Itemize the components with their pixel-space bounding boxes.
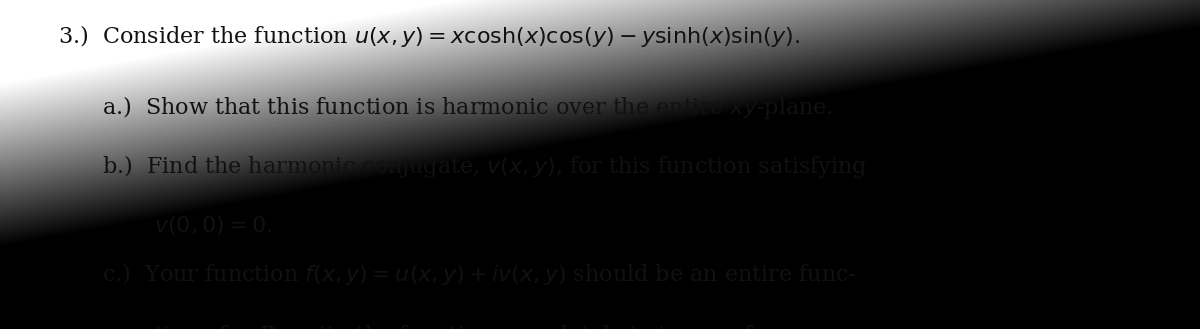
Text: b.)  Find the harmonic conjugate, $v(x, y)$, for this function satisfying: b.) Find the harmonic conjugate, $v(x, y… — [102, 153, 868, 180]
Text: c.)  Your function $f(x, y) = u(x,y)+iv(x,y)$ should be an entire func-: c.) Your function $f(x, y) = u(x,y)+iv(x… — [102, 261, 857, 287]
Text: $v(0, 0) = 0$.: $v(0, 0) = 0$. — [154, 214, 272, 237]
Text: tion of $z$. Rewrite the function completely in terms of $z$.: tion of $z$. Rewrite the function comple… — [154, 323, 778, 329]
Text: 3.)  Consider the function $u(x, y) = x\cosh(x)\cos(y) - y\sinh(x)\sin(y)$.: 3.) Consider the function $u(x, y) = x\c… — [58, 23, 800, 49]
Text: a.)  Show that this function is harmonic over the entire $xy$-plane.: a.) Show that this function is harmonic … — [102, 93, 833, 120]
